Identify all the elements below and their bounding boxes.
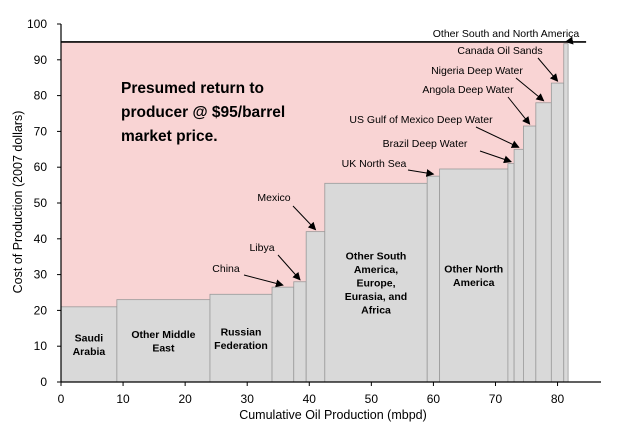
y-tick-label: 30 (34, 268, 48, 282)
annotation-arrow-angola-deep-water (507, 96, 531, 125)
bar-label-russian-federation: Federation (214, 340, 268, 352)
bar-canada-oil-sands (550, 82, 565, 383)
annotation-libya: Libya (249, 242, 274, 254)
bar-label-other-north-america: Other North (444, 264, 503, 276)
market-price-note: Presumed return to producer @ $95/barrel m… (121, 80, 285, 145)
bar-label-other-south-america-europe-eurasia-and-africa: Europe, (356, 278, 395, 290)
bar-russian-federation (209, 293, 273, 383)
annotation-canada-oil-sands: Canada Oil Sands (457, 45, 542, 57)
annotation-arrow-canada-oil-sands (537, 57, 559, 82)
annotation-uk-north-sea: UK North Sea (342, 158, 407, 170)
annotation-nigeria-deep-water: Nigeria Deep Water (431, 65, 523, 77)
bar-label-saudi-arabia: Arabia (73, 346, 106, 358)
x-axis-title: Cumulative Oil Production (mbpd) (239, 408, 427, 422)
x-tick-label: 70 (489, 392, 503, 406)
market-price-note-line: market price. (121, 128, 218, 145)
bar-us-gulf-of-mexico-deep-water (513, 148, 524, 383)
annotation-us-gulf-of-mexico-deep-water: US Gulf of Mexico Deep Water (349, 114, 493, 126)
y-tick-label: 100 (27, 17, 47, 31)
annotation-arrow-brazil-deep-water (479, 150, 512, 164)
axes-group: 0 10 20 30 40 50 60 70 80 90 100 0 10 20 30 40 50 60 70 80 (27, 17, 601, 406)
bar-label-other-south-america-europe-eurasia-and-africa: Eurasia, and (345, 291, 407, 303)
annotation-arrow-nigeria-deep-water (515, 77, 545, 102)
bar-brazil-deep-water (507, 163, 515, 383)
annotation-china: China (212, 263, 240, 275)
annotation-arrow-other-south-and-north-america (564, 36, 574, 45)
y-tick-label: 50 (34, 196, 48, 210)
annotation-mexico: Mexico (257, 192, 290, 204)
bar-other-south-and-north-america (563, 43, 569, 383)
bar-mexico (305, 231, 326, 383)
annotation-angola-deep-water: Angola Deep Water (422, 84, 514, 96)
annotations-group: China Libya Mexico UK North Sea Brazil Deep … (212, 28, 580, 288)
producer-return-area (61, 41, 569, 307)
annotation-arrow-us-gulf-of-mexico-deep-water (475, 126, 520, 148)
x-tick-label: 80 (551, 392, 565, 406)
bar-label-other-middle-east: Other Middle (131, 329, 195, 341)
x-tick-label: 50 (365, 392, 379, 406)
x-tick-label: 60 (427, 392, 441, 406)
x-tick-label: 20 (178, 392, 192, 406)
annotation-other-south-and-north-america: Other South and North America (433, 28, 580, 40)
bar-other-middle-east (116, 299, 211, 383)
y-axis-title: Cost of Production (2007 dollars) (11, 111, 25, 294)
bar-angola-deep-water (523, 125, 537, 383)
bar-libya (293, 281, 307, 383)
y-tick-label: 90 (34, 53, 48, 67)
bars-group (60, 43, 569, 383)
annotation-arrow-libya (277, 254, 301, 281)
bar-china (271, 286, 295, 383)
bar-label-other-south-america-europe-eurasia-and-africa: Africa (361, 305, 391, 317)
x-tick-label: 10 (116, 392, 130, 406)
bar-nigeria-deep-water (535, 102, 552, 383)
annotation-arrow-china (243, 274, 284, 288)
annotation-arrow-mexico (292, 205, 317, 231)
y-tick-label: 80 (34, 89, 48, 103)
market-price-note-line: Presumed return to (121, 80, 264, 97)
market-price-note-line: producer @ $95/barrel (121, 104, 285, 121)
bar-label-other-south-america-europe-eurasia-and-africa: Other South (346, 251, 407, 263)
bar-label-other-south-america-europe-eurasia-and-africa: America, (354, 264, 398, 276)
bar-label-other-middle-east: East (152, 343, 175, 355)
x-tick-label: 40 (303, 392, 317, 406)
bar-saudi-arabia (60, 306, 118, 383)
y-tick-label: 0 (40, 375, 47, 389)
y-tick-label: 40 (34, 232, 48, 246)
annotation-brazil-deep-water: Brazil Deep Water (383, 138, 468, 150)
annotation-arrow-uk-north-sea (407, 169, 435, 177)
y-tick-label: 60 (34, 160, 48, 174)
y-tick-label: 20 (34, 303, 48, 317)
bar-label-saudi-arabia: Saudi (75, 333, 104, 345)
x-tick-label: 0 (58, 392, 65, 406)
bar-label-russian-federation: Russian (221, 326, 262, 338)
bar-label-other-north-america: America (453, 277, 495, 289)
y-tick-label: 70 (34, 124, 48, 138)
bar-uk-north-sea (426, 175, 441, 383)
x-tick-label: 30 (241, 392, 255, 406)
y-tick-label: 10 (34, 339, 48, 353)
